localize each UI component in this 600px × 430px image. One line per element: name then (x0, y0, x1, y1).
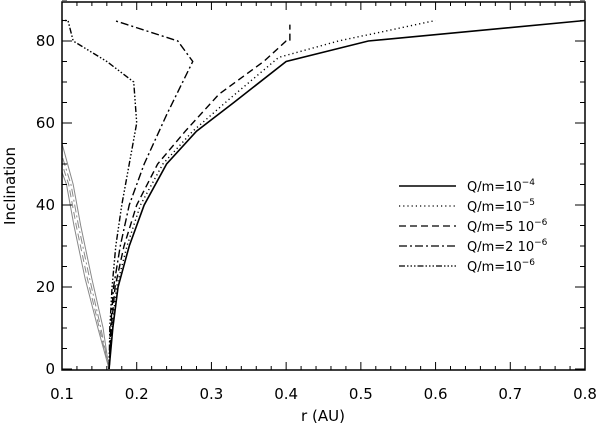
series-line (108, 19, 586, 370)
x-tick-label: 0.8 (573, 385, 597, 403)
x-tick-label: 0.2 (125, 385, 149, 403)
y-tick-label: 60 (36, 114, 55, 132)
series-line (108, 19, 436, 370)
x-tick-label: 0.4 (274, 385, 298, 403)
y-tick-label: 0 (45, 360, 55, 378)
legend-label: Q/m=5 10−6 (467, 218, 548, 235)
series-line (108, 24, 291, 370)
legend-label: Q/m=10−4 (467, 178, 535, 195)
plot-frame (61, 1, 586, 371)
x-axis-label: r (AU) (301, 407, 345, 425)
series-line (62, 19, 138, 370)
y-tick-label: 40 (36, 196, 55, 214)
tick-labels: 0.1 0.2 0.3 0.4 0.5 0.6 0.7 0.8 0 20 40 60 80 (36, 32, 597, 403)
gray-curve (61, 163, 110, 370)
x-tick-label: 0.1 (50, 385, 74, 403)
gray-curve (61, 155, 110, 370)
legend-label: Q/m=10−6 (467, 258, 535, 275)
y-tick-label: 80 (36, 32, 55, 50)
axis-ticks (61, 0, 586, 370)
legend: Q/m=10−4 Q/m=10−5 Q/m=5 10−6 Q/m=2 10−6 Q/m=… (399, 178, 548, 275)
x-tick-label: 0.6 (424, 385, 448, 403)
x-tick-label: 0.7 (498, 385, 522, 403)
legend-label: Q/m=10−5 (467, 198, 535, 215)
gray-curve (61, 172, 110, 370)
y-axis-label: Inclination (1, 147, 19, 225)
x-tick-label: 0.3 (199, 385, 223, 403)
legend-label: Q/m=2 10−6 (467, 238, 548, 255)
x-tick-label: 0.5 (349, 385, 373, 403)
plot-lines (61, 19, 586, 370)
series-line (108, 19, 194, 370)
y-tick-label: 20 (36, 278, 55, 296)
gray-curve (61, 143, 110, 370)
